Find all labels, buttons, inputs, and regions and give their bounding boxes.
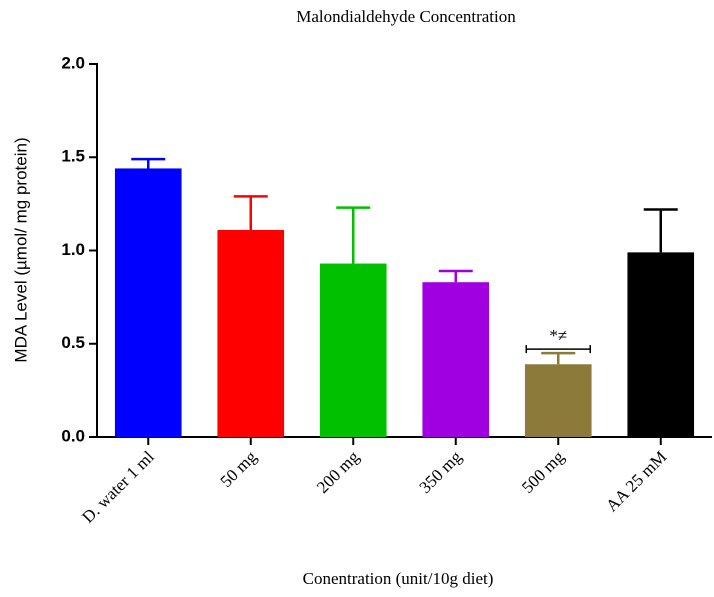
x-tick-label: AA 25 mM	[602, 447, 670, 515]
x-tick-label: 350 mg	[416, 447, 466, 497]
annotation-bracket	[525, 345, 591, 354]
error-bar	[541, 351, 576, 365]
x-tick-label: D. water 1 ml	[78, 447, 158, 527]
x-tick-label: 500 mg	[518, 447, 568, 497]
bar	[422, 282, 490, 437]
chart-title: Malondialdehyde Concentration	[296, 7, 516, 26]
error-bar	[643, 208, 678, 253]
bar	[524, 364, 592, 437]
error-bar	[131, 157, 166, 169]
bar	[319, 263, 387, 437]
error-bar	[233, 195, 268, 230]
y-tick-label: 0.0	[61, 426, 85, 445]
annotation: *≠	[549, 326, 567, 345]
bar	[217, 229, 285, 437]
x-tick-label: 200 mg	[313, 447, 363, 497]
y-tick-label: 1.5	[61, 147, 85, 166]
bar	[627, 252, 695, 437]
bar	[114, 168, 182, 437]
y-tick-label: 1.0	[61, 240, 85, 259]
error-bar	[336, 206, 371, 264]
x-axis-label: Conentration (unit/10g diet)	[303, 569, 494, 588]
error-bar	[438, 269, 473, 283]
y-axis-label: MDA Level (µmol/ mg protein)	[11, 137, 30, 362]
x-tick-label: 50 mg	[217, 447, 261, 491]
y-tick-label: 2.0	[61, 53, 85, 72]
y-tick-label: 0.5	[61, 333, 85, 352]
